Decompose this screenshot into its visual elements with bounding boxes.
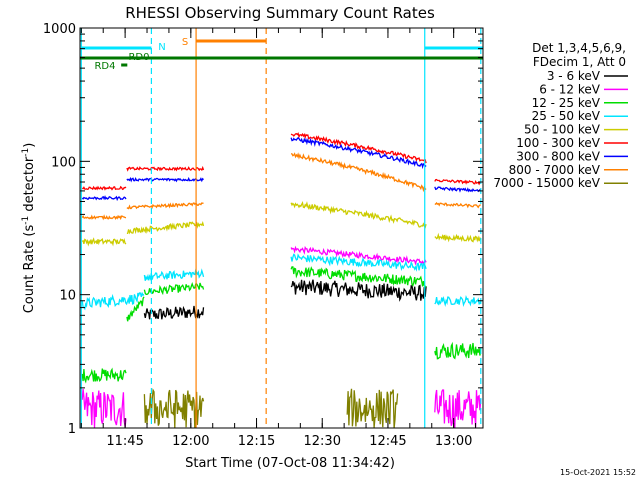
legend-header-decimation: FDecim 1, Att 0 [533,55,626,69]
legend-header-detectors: Det 1,3,4,5,6,9, [532,41,626,55]
series-2-segment-2 [143,281,205,296]
legend-label-2: 12 - 25 keV [532,96,601,110]
flag-label-n: N [158,42,165,53]
series-2-segment-3 [290,266,427,288]
series-7-segment-0 [81,214,127,221]
y-tick-label-3: 1000 [43,22,76,37]
series-2-segment-1 [126,296,145,322]
series-8-segment-1 [346,388,399,429]
series-3-segment-0 [81,291,145,311]
series-1-segment-2 [434,389,482,429]
generation-timestamp: 15-Oct-2021 15:52 [560,468,636,477]
series-5-segment-3 [434,178,482,186]
series-6-segment-1 [126,176,204,183]
legend-label-6: 300 - 800 keV [516,149,600,163]
series-4-segment-2 [290,201,427,229]
series-7-segment-3 [434,201,481,209]
series-3-segment-1 [143,268,205,282]
x-tick-label-1: 12:00 [172,434,209,449]
series-5-segment-0 [82,185,127,191]
y-tick-label-1: 10 [59,289,76,304]
flag-label-s: S [182,37,188,48]
series-0-segment-0 [143,305,205,320]
series-7-segment-2 [290,152,427,193]
series-6-segment-3 [434,186,482,193]
legend-label-8: 7000 - 15000 keV [493,176,600,190]
series-4-segment-3 [434,232,482,243]
series-1-segment-0 [81,388,127,428]
y-tick-label-0: 1 [68,422,76,437]
legend: Det 1,3,4,5,6,9, FDecim 1, Att 0 3 - 6 k… [493,41,628,190]
series-3-segment-2 [290,253,427,272]
legend-label-3: 25 - 50 keV [532,109,601,123]
series-0-segment-1 [290,279,427,302]
legend-label-0: 3 - 6 keV [547,69,601,83]
plot-area: N S RD0 RD4 [80,28,483,429]
series-3-segment-3 [434,294,482,308]
plot-frame [79,27,484,429]
series-1-segment-1 [290,245,427,266]
series-7-segment-1 [126,202,204,210]
flag-label-rd0: RD0 [128,52,149,63]
legend-label-7: 800 - 7000 keV [509,163,601,177]
axes: 11:45 12:00 12:15 12:30 12:45 13:00 1 10 100 1000 [43,22,483,449]
x-tick-label-5: 13:00 [435,434,472,449]
flag-label-rd4: RD4 [94,61,115,72]
series-2-segment-0 [81,367,127,384]
x-axis-label: Start Time (07-Oct-08 11:34:42) [185,456,395,471]
x-tick-label-0: 11:45 [106,434,143,449]
y-tick-label-2: 100 [51,155,76,170]
series-2-segment-4 [434,341,482,360]
legend-label-5: 100 - 300 keV [516,136,600,150]
series-5-segment-1 [126,165,205,172]
series-5-segment-2 [290,132,427,164]
series-6-segment-2 [290,137,427,170]
x-tick-label-2: 12:15 [238,434,275,449]
series-4-segment-0 [81,237,127,247]
legend-label-4: 50 - 100 keV [524,123,601,137]
series-4-segment-1 [126,221,205,235]
y-axis-label: Count Rate (s-1 detector-1) [21,143,37,314]
x-tick-label-4: 12:45 [369,434,406,449]
series-8-segment-0 [143,388,205,428]
legend-label-1: 6 - 12 keV [539,82,601,96]
x-tick-label-3: 12:30 [304,434,341,449]
chart-title: RHESSI Observing Summary Count Rates [125,4,435,22]
series-6-segment-0 [81,195,127,202]
